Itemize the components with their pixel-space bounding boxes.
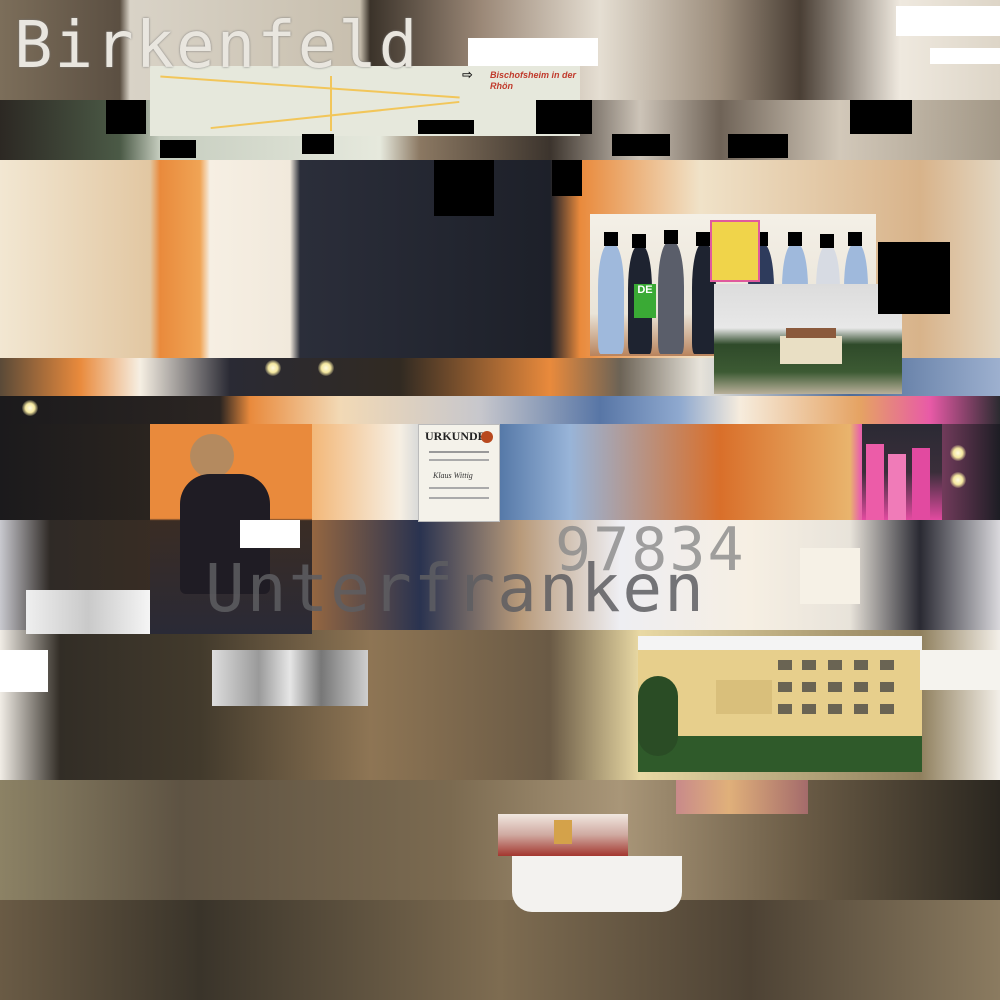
region-unterfranken: Unterfranken <box>205 550 706 627</box>
hotel-building <box>638 636 922 772</box>
censor-block <box>552 160 582 196</box>
censor-block <box>160 140 196 158</box>
tablecloth <box>920 650 1000 690</box>
glitch-bar <box>896 6 1000 36</box>
hotel-sign <box>716 680 772 714</box>
church-photo <box>498 814 628 856</box>
stage-light <box>950 445 966 461</box>
stage-light <box>22 400 38 416</box>
stage-light <box>265 360 281 376</box>
map-inset: ⇨ Bischofsheim in der Rhön <box>150 66 580 136</box>
seated-woman-photo <box>150 424 312 634</box>
censor-block <box>106 100 146 134</box>
glitch-bar <box>930 48 1000 64</box>
censor-block <box>728 134 788 158</box>
strip-dark <box>0 396 1000 426</box>
old-photo-gallery <box>212 650 368 706</box>
postal-code: 97834 <box>555 515 746 585</box>
seal-icon <box>481 431 493 443</box>
park-photo <box>714 284 902 394</box>
certificate-heading: URKUNDE <box>425 429 486 443</box>
certificate: URKUNDE Klaus Wittig <box>418 424 500 522</box>
censor-block <box>536 100 592 134</box>
strip-floor-3 <box>0 900 1000 1000</box>
tablecloth <box>512 856 682 912</box>
tablecloth <box>0 650 48 692</box>
censor-block <box>434 160 494 216</box>
censor-block <box>302 134 334 154</box>
censor-block <box>612 134 670 156</box>
glitch-bar <box>800 548 860 604</box>
altar-photo <box>676 780 808 814</box>
stage-light <box>318 360 334 376</box>
censor-block <box>878 242 950 314</box>
censor-block <box>418 120 474 134</box>
dancers-photo <box>862 424 942 520</box>
glitch-bar <box>468 38 598 66</box>
stage-light <box>950 472 966 488</box>
flag-bag: DE <box>634 284 656 318</box>
arrow-right-icon: ⇨ <box>462 68 473 83</box>
certificate-name: Klaus Wittig <box>433 471 473 480</box>
map-label-line2: Rhön <box>490 81 513 91</box>
title-birkenfeld: Birkenfeld <box>14 9 420 83</box>
map-label-line1: Bischofsheim in der <box>490 70 577 80</box>
glitch-bar <box>240 520 300 548</box>
censor-block <box>850 100 912 134</box>
room-photo <box>26 590 150 634</box>
poster <box>710 220 760 282</box>
